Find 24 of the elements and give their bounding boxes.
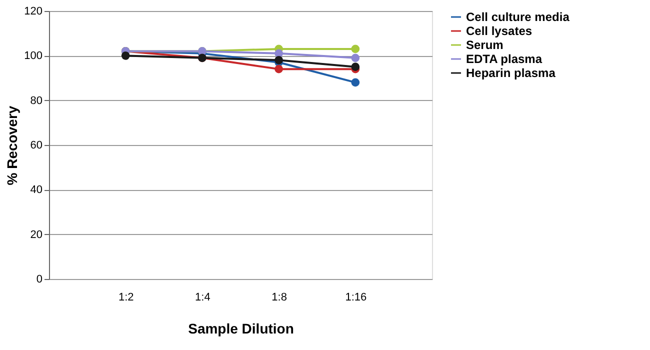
x-tick-label: 1:8 — [272, 292, 287, 304]
x-axis-title: Sample Dilution — [188, 320, 294, 336]
legend-label: Cell culture media — [466, 10, 570, 24]
point — [351, 44, 360, 54]
point — [351, 78, 360, 87]
y-tick-label: 40 — [30, 184, 42, 196]
x-tick-label: 1:4 — [195, 292, 210, 304]
point — [121, 51, 130, 60]
x-tick-label: 1:2 — [118, 292, 134, 304]
y-tick-label: 100 — [24, 50, 42, 62]
y-tick-label: 20 — [30, 228, 42, 241]
legend-label: Cell lysates — [466, 24, 532, 38]
point — [351, 54, 360, 62]
point — [274, 56, 283, 64]
point — [274, 64, 283, 74]
y-tick-label: 60 — [30, 140, 42, 152]
y-tick-label: 0 — [36, 274, 42, 286]
legend-label: EDTA plasma — [466, 52, 542, 66]
y-axis-title: % Recovery — [4, 106, 20, 186]
y-tick-label: 120 — [24, 6, 42, 18]
legend-label: Serum — [466, 38, 504, 52]
y-tick-label: 80 — [30, 94, 42, 107]
x-tick-label: 1:16 — [345, 292, 367, 304]
legend-label: Heparin plasma — [466, 66, 556, 80]
